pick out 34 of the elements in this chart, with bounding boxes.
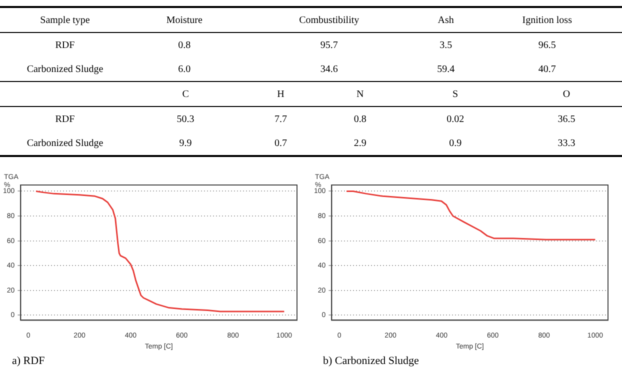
x-tick-label: Combustibility xyxy=(298,14,360,28)
data-label: 50.3 xyxy=(176,112,196,126)
x-tick-label: H xyxy=(276,88,286,102)
data-label: 0.9 xyxy=(448,136,463,150)
x-tick-label: Ignition loss xyxy=(521,14,573,28)
y-tick-label: Carbonized Sludge xyxy=(26,62,104,76)
x-tick-label: Moisture xyxy=(165,14,204,28)
text: b) Carbonized Sludge xyxy=(323,355,420,367)
data-label: 59.4 xyxy=(436,62,456,76)
y-axis-title: Sample type xyxy=(39,14,91,28)
data-label: 0.02 xyxy=(446,112,466,126)
data-label: 34.6 xyxy=(319,62,339,76)
data-label: 0.8 xyxy=(177,38,192,52)
data-label: 7.7 xyxy=(274,112,288,126)
y-tick-label: Carbonized Sludge xyxy=(26,136,104,150)
y-tick-label: RDF xyxy=(54,38,76,52)
x-tick-label: Ash xyxy=(436,14,455,28)
x-tick-label: O xyxy=(562,88,572,102)
x-tick-label: S xyxy=(452,88,460,102)
data-label: 0.8 xyxy=(352,112,368,126)
data-label: 95.7 xyxy=(319,38,339,52)
data-label: 33.3 xyxy=(556,136,576,150)
data-label: 0.7 xyxy=(274,136,288,150)
y-tick-label: RDF xyxy=(54,112,76,126)
data-label: 6.0 xyxy=(177,62,192,76)
x-tick-label: C xyxy=(181,88,190,102)
x-tick-label: N xyxy=(355,88,365,102)
data-label: 36.5 xyxy=(556,112,576,126)
data-label: 3.5 xyxy=(438,38,454,52)
data-label: 40.7 xyxy=(537,62,557,76)
data-label: 9.9 xyxy=(178,136,193,150)
data-label: 2.9 xyxy=(352,136,368,150)
text: a) RDF xyxy=(12,355,46,367)
data-label: 96.5 xyxy=(537,38,557,52)
